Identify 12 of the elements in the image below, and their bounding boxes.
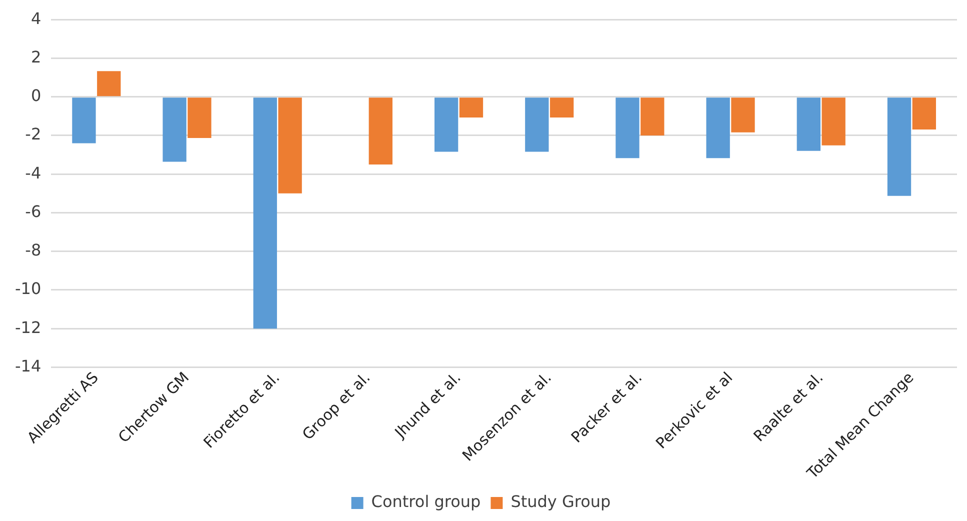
y-tick-label: -14 <box>14 356 42 376</box>
y-tick-label: -12 <box>14 318 42 337</box>
y-tick-label: -4 <box>25 163 42 182</box>
y-tick-label: 2 <box>30 47 42 66</box>
y-tick-label: -8 <box>25 240 42 260</box>
y-tick-label: -2 <box>25 124 42 144</box>
y-tick-label: 4 <box>30 8 42 28</box>
y-tick-label: 0 <box>30 86 42 106</box>
legend-label: Study Group <box>510 492 611 512</box>
y-tick-label: -10 <box>14 279 42 298</box>
y-tick-label: -6 <box>25 202 42 221</box>
legend-label: Control group <box>371 492 481 512</box>
